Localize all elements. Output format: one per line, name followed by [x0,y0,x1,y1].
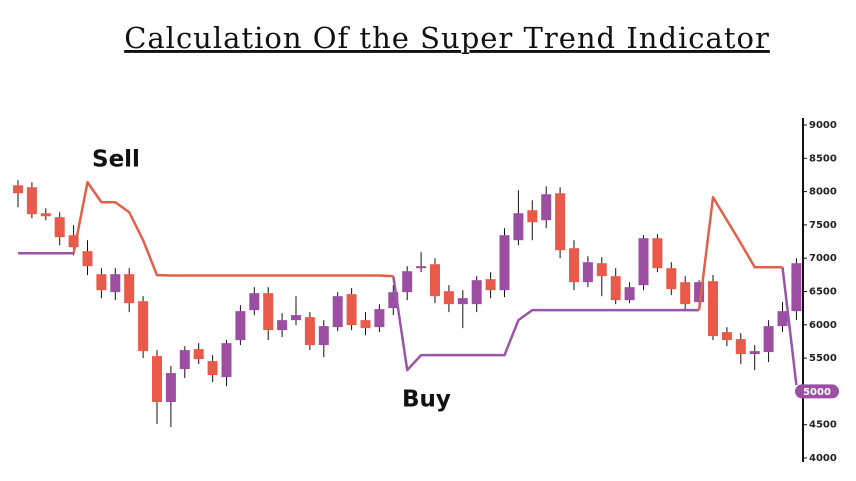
candle-body [652,238,663,269]
candle-body [791,263,802,312]
candle-body [179,350,190,370]
candle-body [277,320,288,331]
y-tick-label: 9000 [809,120,837,131]
sell-label: Sell [92,147,140,173]
candle-body [610,276,621,301]
candle-body [346,294,357,326]
candle-body [402,271,413,293]
candle-body [499,235,510,291]
candle-body [708,281,718,337]
candle-body [694,282,705,303]
candle-body [721,332,732,341]
candle-body [263,293,274,331]
candle-body [318,326,329,346]
candle-body [388,292,399,309]
candle-body [485,279,496,291]
y-tick-label: 8500 [809,153,837,164]
candle-body [582,262,593,283]
candle-body [527,210,538,223]
y-tick-label: 4500 [809,420,837,431]
candle-body [471,280,482,305]
candle-body [235,311,246,341]
candle-body [513,213,524,241]
candle-body [416,266,427,269]
candle-body [304,317,315,346]
candle-body [110,274,121,293]
candle-body [763,326,774,353]
candle-body [569,248,579,283]
candle-body [541,194,552,221]
supertrend-line [72,181,783,311]
candle-body [360,320,371,329]
candle-body [457,298,468,305]
candle-body [40,213,51,217]
supertrend-line [18,251,798,386]
candle-body [749,351,760,355]
candle-body [249,293,260,311]
candle-body [152,356,162,403]
price-tag-label: 5000 [803,387,831,398]
candle-body [207,361,218,376]
y-tick-label: 5500 [809,353,837,364]
candle-body [332,296,343,328]
candle-body [777,311,788,327]
candle-body [291,315,301,321]
chart-title: Calculation Of the Super Trend Indicator [124,21,770,55]
candle-body [165,373,176,403]
candle-body [555,193,566,251]
candle-body [666,268,677,290]
y-tick-label: 8000 [809,187,837,198]
candle-body [13,185,23,194]
candle-body [26,187,37,215]
candle-body [96,274,107,291]
y-tick-label: 7500 [809,220,837,231]
candle-body [443,291,454,305]
y-tick-label: 4000 [809,453,837,464]
price-tag [795,384,839,399]
candle-body [430,264,440,297]
candle-body [82,251,93,267]
candle-body [221,343,232,378]
y-tick-label: 7000 [809,253,837,264]
y-tick-label: 6500 [809,287,837,298]
candle-body [374,309,385,328]
candle-body [624,287,635,301]
candle-body [680,282,691,305]
candle-body [638,238,649,286]
candle-body [596,263,607,277]
candle-body [735,339,746,355]
candle-body [138,301,149,352]
buy-label: Buy [402,387,451,413]
y-tick-label: 6000 [809,320,837,331]
candle-body [68,235,79,248]
candle-body [124,274,135,304]
candle-body [193,349,204,360]
candle-body [54,217,65,238]
